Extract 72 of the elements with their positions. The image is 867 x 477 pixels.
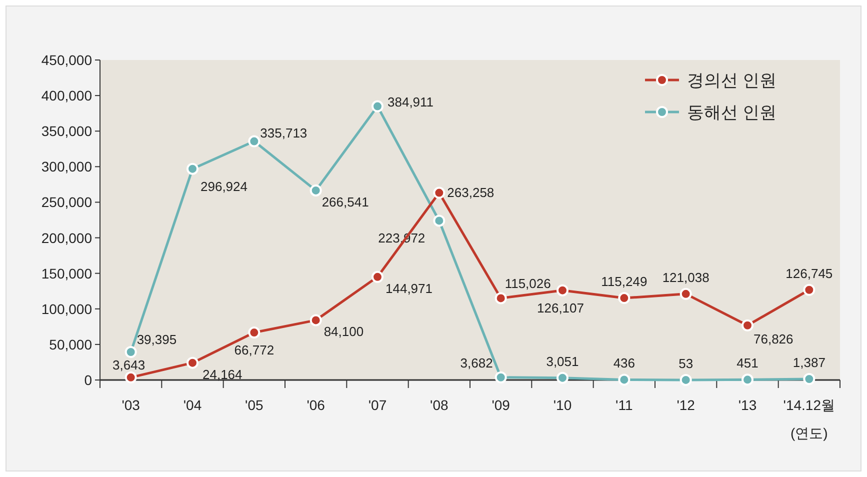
point: [124, 371, 137, 384]
data-label: 66,772: [234, 342, 274, 358]
point: [556, 372, 568, 384]
data-label: 115,026: [504, 276, 551, 292]
point: [310, 314, 322, 326]
point: [186, 356, 198, 369]
data-label: 39,395: [136, 332, 177, 347]
point: [803, 373, 816, 386]
y-tick-label: 150,000: [41, 265, 92, 282]
point: [494, 292, 507, 304]
x-tick-label: '07: [368, 397, 387, 413]
point: [680, 374, 692, 386]
data-label: 53: [678, 356, 694, 371]
x-tick-label: '03: [122, 397, 140, 413]
point: [124, 346, 137, 358]
data-label: 126,745: [786, 266, 833, 281]
y-tick-label: 50,000: [49, 336, 92, 352]
data-label: 3,682: [460, 355, 493, 370]
y-tick-label: 0: [84, 372, 92, 388]
data-label: 3,051: [546, 354, 579, 369]
x-tick-label: '05: [245, 397, 264, 413]
point: [372, 100, 384, 112]
point: [186, 162, 198, 175]
data-label: 296,924: [200, 178, 248, 194]
point: [372, 270, 384, 283]
data-label: 84,100: [324, 324, 364, 340]
data-label: 126,107: [537, 300, 584, 316]
data-label: 436: [613, 356, 636, 371]
data-label: 121,038: [662, 270, 710, 285]
data-label: 1,387: [792, 355, 826, 370]
data-label: 266,541: [322, 194, 369, 210]
data-label: 144,971: [386, 280, 432, 296]
point: [803, 284, 816, 296]
data-label: 451: [736, 356, 758, 371]
point: [556, 284, 568, 296]
data-label: 76,826: [754, 331, 794, 346]
legend-label: 경의선 인원: [687, 71, 777, 90]
x-tick-label: '10: [553, 397, 572, 413]
point: [680, 288, 692, 300]
point: [248, 135, 260, 148]
data-label: 24,164: [202, 366, 242, 382]
x-tick-label: '08: [430, 397, 448, 413]
x-tick-label: '12: [676, 397, 696, 413]
point: [433, 186, 446, 199]
data-label: 384,911: [388, 94, 434, 110]
point: [742, 374, 754, 386]
x-tick-label: '09: [492, 397, 510, 413]
point: [433, 214, 446, 227]
data-label: 115,249: [601, 274, 648, 290]
data-label: 335,713: [260, 125, 308, 140]
point: [618, 292, 630, 304]
x-axis-title: (연도): [790, 425, 828, 441]
legend-label: 동해선 인원: [687, 103, 777, 122]
x-tick-label: '04: [183, 397, 202, 413]
y-tick-label: 300,000: [41, 158, 92, 175]
data-label: 263,258: [447, 184, 494, 200]
y-tick-label: 100,000: [41, 300, 92, 317]
point: [310, 184, 322, 196]
point: [494, 371, 507, 384]
point: [618, 374, 630, 386]
x-tick-label: '06: [306, 397, 326, 413]
y-tick-label: 200,000: [41, 230, 92, 246]
y-tick-label: 350,000: [41, 123, 92, 140]
x-tick-label: '11: [616, 397, 633, 413]
point: [742, 319, 754, 332]
y-tick-label: 400,000: [41, 88, 92, 104]
y-tick-label: 450,000: [41, 52, 92, 68]
y-tick-label: 250,000: [41, 194, 92, 210]
x-tick-label: '13: [738, 397, 757, 413]
point: [248, 326, 260, 339]
x-tick-label: '14.12월: [783, 397, 836, 413]
data-label: 3,643: [112, 357, 146, 372]
